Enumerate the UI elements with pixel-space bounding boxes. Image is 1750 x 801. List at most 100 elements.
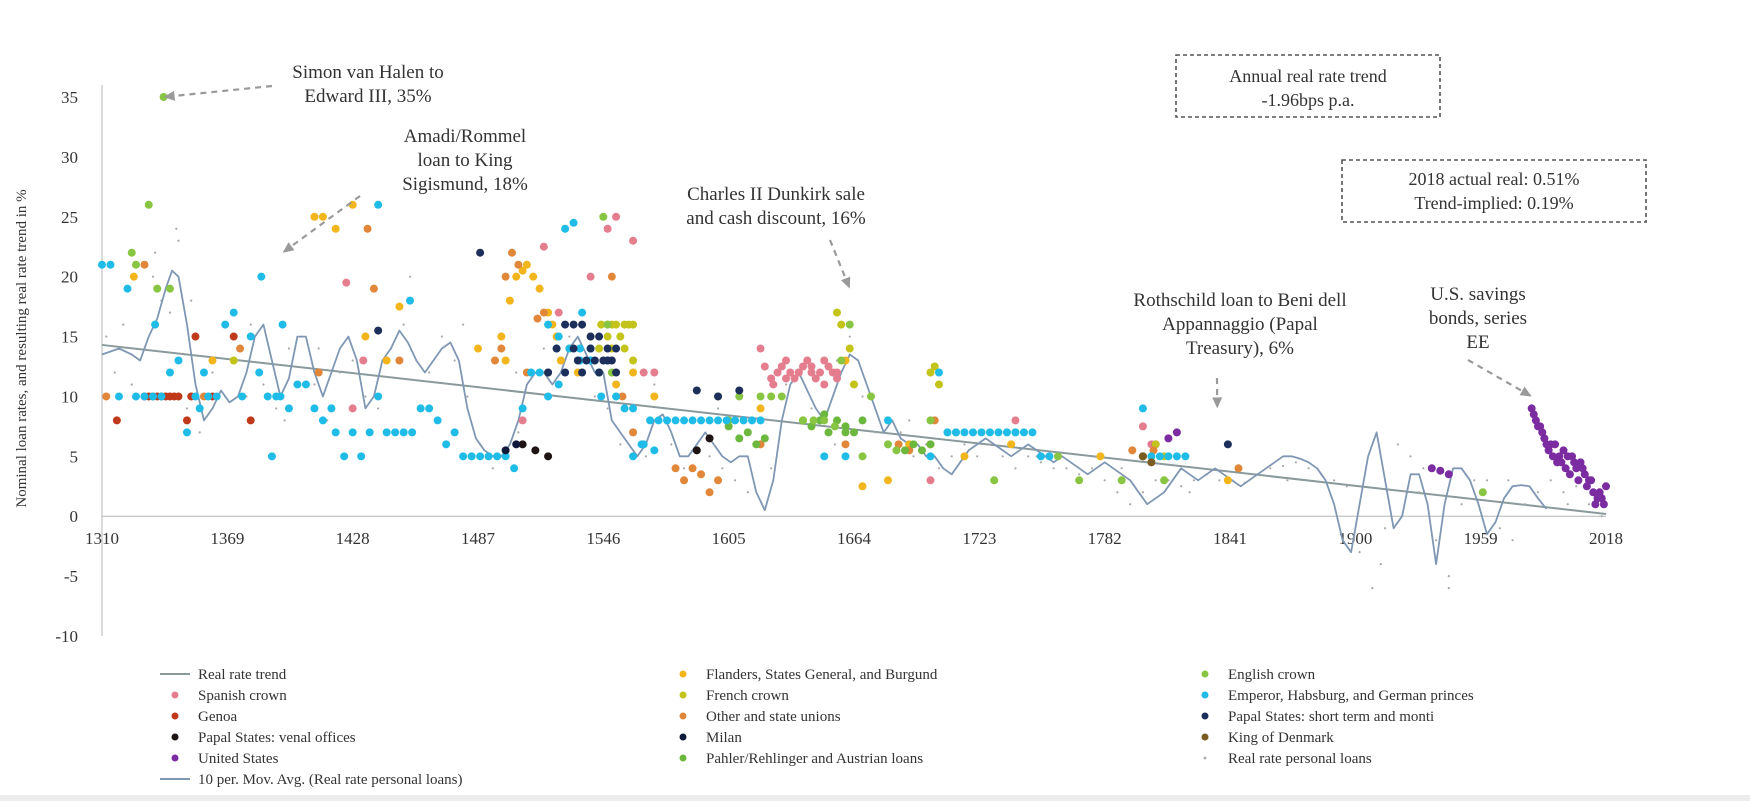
personal-loan-point xyxy=(1180,485,1183,488)
legend-dot-swatch xyxy=(679,754,687,762)
personal-loan-point xyxy=(721,467,724,470)
data-point xyxy=(561,320,570,329)
personal-loan-point xyxy=(1078,473,1081,476)
data-point xyxy=(1561,464,1570,473)
data-point xyxy=(442,440,451,449)
data-point xyxy=(756,416,765,425)
data-point xyxy=(340,452,349,461)
legend-dot-swatch xyxy=(679,733,687,741)
annotation-arrow xyxy=(281,195,361,254)
data-point xyxy=(697,470,706,479)
series-points-layer xyxy=(98,93,1610,509)
data-point xyxy=(820,452,829,461)
data-point xyxy=(603,224,612,233)
data-point xyxy=(484,452,493,461)
legend-dot-swatch xyxy=(1201,691,1209,699)
personal-loan-point xyxy=(1358,551,1361,554)
data-point xyxy=(497,344,506,353)
x-tick-label: 1723 xyxy=(962,529,996,548)
data-point xyxy=(595,344,604,353)
legend-dot-swatch xyxy=(171,691,179,699)
data-point xyxy=(1053,452,1062,461)
legend-label: French crown xyxy=(706,688,789,704)
data-point xyxy=(267,452,276,461)
legend-label: Other and state unions xyxy=(706,709,841,725)
data-point xyxy=(450,428,459,437)
data-point xyxy=(1045,452,1054,461)
legend-item: French crown xyxy=(679,688,789,704)
data-point xyxy=(731,416,740,425)
legend-item: United States xyxy=(171,751,279,767)
data-point xyxy=(123,284,132,293)
data-point xyxy=(474,344,482,353)
data-point xyxy=(767,392,776,401)
data-point xyxy=(510,464,519,473)
legend-label: Emperor, Habsburg, and German princes xyxy=(1228,688,1474,704)
data-point xyxy=(883,416,892,425)
data-point xyxy=(612,368,621,377)
personal-loan-point xyxy=(1447,586,1450,590)
series-king-of-denmark xyxy=(1138,452,1156,467)
personal-loan-point xyxy=(1434,539,1438,542)
personal-loan-point xyxy=(593,395,596,398)
data-point xyxy=(514,260,523,269)
data-point xyxy=(1587,476,1596,485)
personal-loan-point xyxy=(653,383,656,386)
data-point xyxy=(1036,452,1045,461)
data-point xyxy=(990,476,999,485)
personal-loan-point xyxy=(988,443,992,446)
data-point xyxy=(112,416,121,425)
legend-item: Flanders, States General, and Burgund xyxy=(679,667,938,683)
data-point xyxy=(406,296,415,305)
data-point xyxy=(382,356,391,365)
data-point xyxy=(544,392,553,401)
data-point xyxy=(1570,458,1579,467)
data-point xyxy=(968,428,977,437)
data-point xyxy=(599,212,608,221)
data-point xyxy=(493,452,502,461)
data-point xyxy=(1595,488,1604,497)
data-point xyxy=(278,320,287,329)
annotation-text: bonds, series xyxy=(1429,308,1527,329)
data-point xyxy=(391,428,400,437)
y-tick-label: 15 xyxy=(61,328,78,347)
data-point xyxy=(756,404,765,413)
personal-loan-point xyxy=(105,335,108,338)
x-tick-label: 1487 xyxy=(461,529,496,548)
data-point xyxy=(586,332,595,341)
data-point xyxy=(106,260,115,269)
data-point xyxy=(597,320,606,329)
data-point xyxy=(917,446,926,455)
personal-loan-point xyxy=(491,467,494,470)
data-point xyxy=(561,368,570,377)
data-point xyxy=(735,392,744,401)
data-point xyxy=(692,446,701,455)
personal-loan-point xyxy=(275,407,278,410)
moving-average-layer xyxy=(101,269,1548,565)
personal-loan-point xyxy=(746,491,749,494)
personal-loan-point xyxy=(1129,503,1132,506)
data-point xyxy=(607,356,616,365)
personal-loan-point xyxy=(317,347,320,350)
data-point xyxy=(363,224,372,233)
personal-loan-point xyxy=(1379,563,1382,566)
data-point xyxy=(544,320,553,329)
personal-loan-point xyxy=(733,479,737,482)
personal-loan-point xyxy=(175,227,178,230)
data-point xyxy=(612,320,621,329)
personal-loan-point xyxy=(1447,575,1450,578)
data-point xyxy=(629,428,638,437)
personal-loan-point xyxy=(1294,461,1297,464)
data-point xyxy=(858,452,867,461)
data-point xyxy=(735,386,744,395)
data-point xyxy=(629,320,638,329)
data-point xyxy=(1011,428,1020,437)
data-point xyxy=(786,368,795,377)
data-point xyxy=(522,260,531,269)
data-point xyxy=(739,416,748,425)
data-point xyxy=(255,368,264,377)
data-point xyxy=(102,392,111,401)
personal-loan-point xyxy=(283,419,286,422)
data-point xyxy=(357,452,366,461)
data-point xyxy=(629,356,638,365)
